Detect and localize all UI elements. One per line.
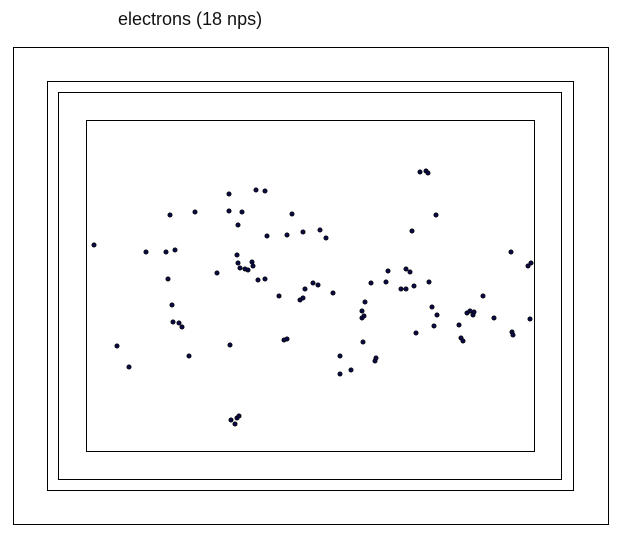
electron-dot xyxy=(407,269,413,275)
electron-dot xyxy=(235,260,241,266)
electron-dot xyxy=(480,293,486,299)
electron-dot xyxy=(323,235,329,241)
electron-dot xyxy=(491,315,497,321)
electron-dot xyxy=(315,282,321,288)
electron-dot xyxy=(236,413,242,419)
electron-dot xyxy=(172,247,178,253)
electron-dot xyxy=(284,336,290,342)
electron-dot xyxy=(456,322,462,328)
electron-dot xyxy=(528,260,534,266)
electron-dot xyxy=(186,353,192,359)
electron-dot xyxy=(368,280,374,286)
electron-dot xyxy=(253,187,259,193)
electron-dot xyxy=(114,343,120,349)
electron-dot xyxy=(165,276,171,282)
electron-dot xyxy=(360,339,366,345)
electron-dot xyxy=(471,309,477,315)
electron-dot xyxy=(126,364,132,370)
electron-dot xyxy=(284,232,290,238)
electron-dot xyxy=(276,293,282,299)
electron-dot xyxy=(232,421,238,427)
electron-dot xyxy=(226,191,232,197)
electron-dot xyxy=(383,279,389,285)
electron-dot xyxy=(433,212,439,218)
electron-dot xyxy=(359,308,365,314)
electron-dot xyxy=(237,265,243,271)
electron-dot xyxy=(403,286,409,292)
electron-dot xyxy=(91,242,97,248)
electron-dot xyxy=(249,259,255,265)
electron-dot xyxy=(508,249,514,255)
electron-dot xyxy=(176,320,182,326)
electron-dot xyxy=(170,319,176,325)
electron-dot xyxy=(398,286,404,292)
electron-dot xyxy=(262,276,268,282)
electron-dot xyxy=(179,324,185,330)
electron-dot xyxy=(226,208,232,214)
electron-dot xyxy=(143,249,149,255)
electron-dot xyxy=(300,229,306,235)
electron-dot xyxy=(348,367,354,373)
electron-dot xyxy=(385,268,391,274)
electron-dot xyxy=(330,290,336,296)
electron-dot xyxy=(262,188,268,194)
electron-dot xyxy=(527,316,533,322)
electron-dot xyxy=(302,286,308,292)
electron-dot xyxy=(429,304,435,310)
electron-dot xyxy=(239,209,245,215)
electron-dot xyxy=(373,355,379,361)
figure-title: electrons (18 nps) xyxy=(118,9,263,29)
electron-dot xyxy=(525,263,531,269)
electron-dot xyxy=(411,283,417,289)
electron-dot xyxy=(317,227,323,233)
electron-dot xyxy=(167,212,173,218)
electron-dot xyxy=(227,342,233,348)
electron-dot xyxy=(250,263,256,269)
electron-dot xyxy=(192,209,198,215)
electron-dot xyxy=(467,308,473,314)
electron-dot xyxy=(245,267,251,273)
electron-dot xyxy=(460,338,466,344)
electron-dot xyxy=(264,233,270,239)
electron-dot xyxy=(310,280,316,286)
electron-dot xyxy=(417,169,423,175)
electron-dot xyxy=(413,330,419,336)
electron-dot xyxy=(409,228,415,234)
electron-dot xyxy=(163,249,169,255)
outer-frame xyxy=(13,47,609,525)
electron-dot xyxy=(300,295,306,301)
electron-dot xyxy=(169,302,175,308)
electron-dot xyxy=(234,252,240,258)
electron-dot xyxy=(255,277,261,283)
middle-frame xyxy=(47,81,574,491)
electron-dot xyxy=(337,371,343,377)
electron-dot xyxy=(403,266,409,272)
electron-dot xyxy=(289,211,295,217)
electron-dot xyxy=(361,313,367,319)
electron-dot xyxy=(214,270,220,276)
electron-dot xyxy=(228,417,234,423)
electron-dot xyxy=(434,312,440,318)
electron-dot xyxy=(362,299,368,305)
plot-frame xyxy=(86,120,535,452)
electron-dot xyxy=(235,222,241,228)
electron-dot xyxy=(426,279,432,285)
inner-frame xyxy=(58,92,562,480)
electron-dot xyxy=(337,353,343,359)
electron-dot xyxy=(425,170,431,176)
electron-dot xyxy=(510,332,516,338)
electron-dot xyxy=(431,323,437,329)
